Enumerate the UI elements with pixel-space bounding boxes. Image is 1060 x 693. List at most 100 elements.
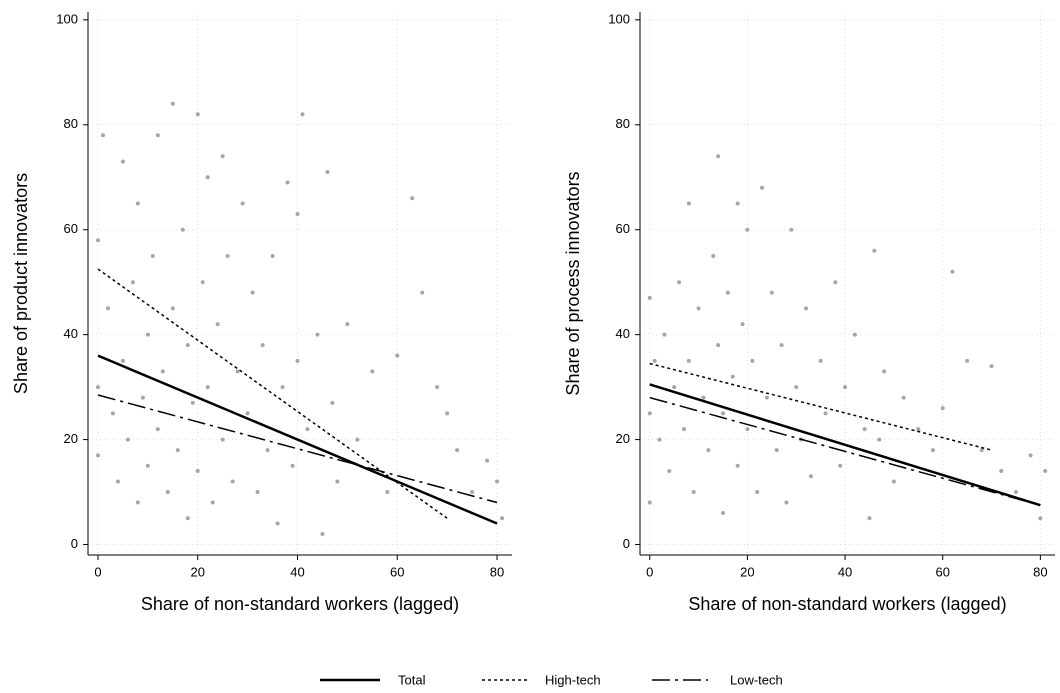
scatter-point [110,411,115,416]
scatter-point [735,201,740,206]
scatter-point [652,358,657,363]
y-tick-label: 80 [616,116,630,131]
scatter-point [686,201,691,206]
scatter-point [235,369,240,374]
scatter-point [230,479,235,484]
scatter-point [330,400,335,405]
scatter-point [779,343,784,348]
scatter-point [950,269,955,274]
scatter-point [160,369,165,374]
x-tick-label: 40 [290,564,304,579]
scatter-point [215,322,220,327]
scatter-point [735,463,740,468]
y-tick-label: 20 [64,431,78,446]
scatter-point [260,343,265,348]
scatter-point [769,290,774,295]
scatter-point [205,385,210,390]
scatter-point [225,253,230,258]
scatter-point [95,453,100,458]
scatter-point [721,511,725,516]
scatter-point [1038,516,1043,521]
scatter-point [833,280,838,285]
scatter-point [686,358,691,363]
scatter-point [295,211,300,216]
scatter-point [662,332,667,337]
scatter-point [852,332,857,337]
scatter-point [195,112,200,117]
scatter-point [657,437,662,442]
scatter-point [210,500,215,505]
x-tick-label: 20 [191,564,205,579]
scatter-point [200,280,205,285]
scatter-point [789,227,794,232]
scatter-point [320,532,325,537]
scatter-point [701,395,706,400]
scatter-point [774,448,779,453]
y-tick-label: 0 [623,536,630,551]
scatter-point [696,306,701,311]
scatter-point [891,479,896,484]
legend-label: Total [398,672,426,687]
scatter-point [838,463,843,468]
scatter-point [916,427,921,432]
y-tick-label: 40 [616,326,630,341]
scatter-point [725,290,730,295]
scatter-point [185,516,190,521]
scatter-point [930,448,935,453]
scatter-point [205,175,210,180]
scatter-point [120,358,125,363]
scatter-point [220,154,225,159]
scatter-point [647,411,652,416]
y-tick-label: 60 [616,221,630,236]
scatter-point [818,358,823,363]
scatter-point [305,427,310,432]
scatter-point [711,253,716,258]
scatter-point [370,369,375,374]
scatter-point [681,427,686,432]
scatter-point [750,358,755,363]
scatter-point [190,400,195,405]
x-tick-label: 0 [646,564,653,579]
y-tick-label: 0 [71,536,78,551]
legend-label: Low-tech [730,672,783,687]
scatter-point [240,201,245,206]
scatter-point [940,406,945,411]
scatter-point [500,516,505,521]
scatter-point [677,280,682,285]
y-tick-label: 100 [56,11,78,26]
scatter-point [155,427,160,432]
scatter-point [145,332,150,337]
scatter-point [716,343,721,348]
scatter-point [155,133,160,138]
scatter-point [716,154,721,159]
scatter-point [120,159,125,164]
scatter-point [140,395,145,400]
scatter-point [979,448,984,453]
scatter-point [95,385,100,390]
scatter-point [355,437,360,442]
scatter-point [455,448,460,453]
x-tick-label: 20 [740,564,754,579]
scatter-point [170,101,175,106]
x-tick-label: 60 [935,564,949,579]
scatter-point [965,358,970,363]
scatter-point [135,500,140,505]
scatter-point [100,133,105,138]
scatter-point [764,395,769,400]
x-tick-label: 60 [390,564,404,579]
scatter-point [862,427,867,432]
scatter-point [745,227,750,232]
scatter-point [647,295,652,300]
scatter-point [901,395,906,400]
scatter-point [823,411,828,416]
y-tick-label: 40 [64,326,78,341]
scatter-point [385,490,390,495]
scatter-point [195,469,200,474]
scatter-point [95,238,100,243]
scatter-point [691,490,696,495]
scatter-point [804,306,808,311]
scatter-point [170,306,175,311]
scatter-point [130,280,135,285]
scatter-point [125,437,130,442]
